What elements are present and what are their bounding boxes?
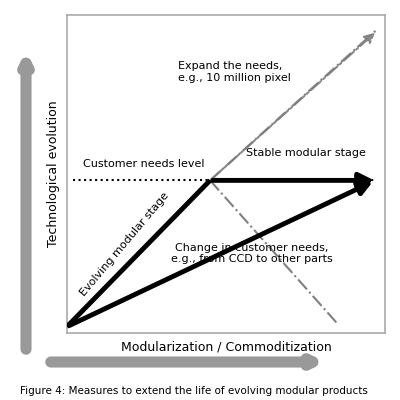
Text: Change in customer needs,
e.g., from CCD to other parts: Change in customer needs, e.g., from CCD… xyxy=(170,243,332,264)
Text: Customer needs level: Customer needs level xyxy=(83,159,204,169)
X-axis label: Modularization / Commoditization: Modularization / Commoditization xyxy=(120,340,331,353)
Text: Stable modular stage: Stable modular stage xyxy=(246,148,366,158)
Text: Evolving modular stage: Evolving modular stage xyxy=(78,190,170,298)
Text: Expand the needs,
e.g., 10 million pixel: Expand the needs, e.g., 10 million pixel xyxy=(178,62,291,83)
Y-axis label: Technological evolution: Technological evolution xyxy=(47,101,60,247)
Text: Figure 4: Measures to extend the life of evolving modular products: Figure 4: Measures to extend the life of… xyxy=(20,386,368,396)
